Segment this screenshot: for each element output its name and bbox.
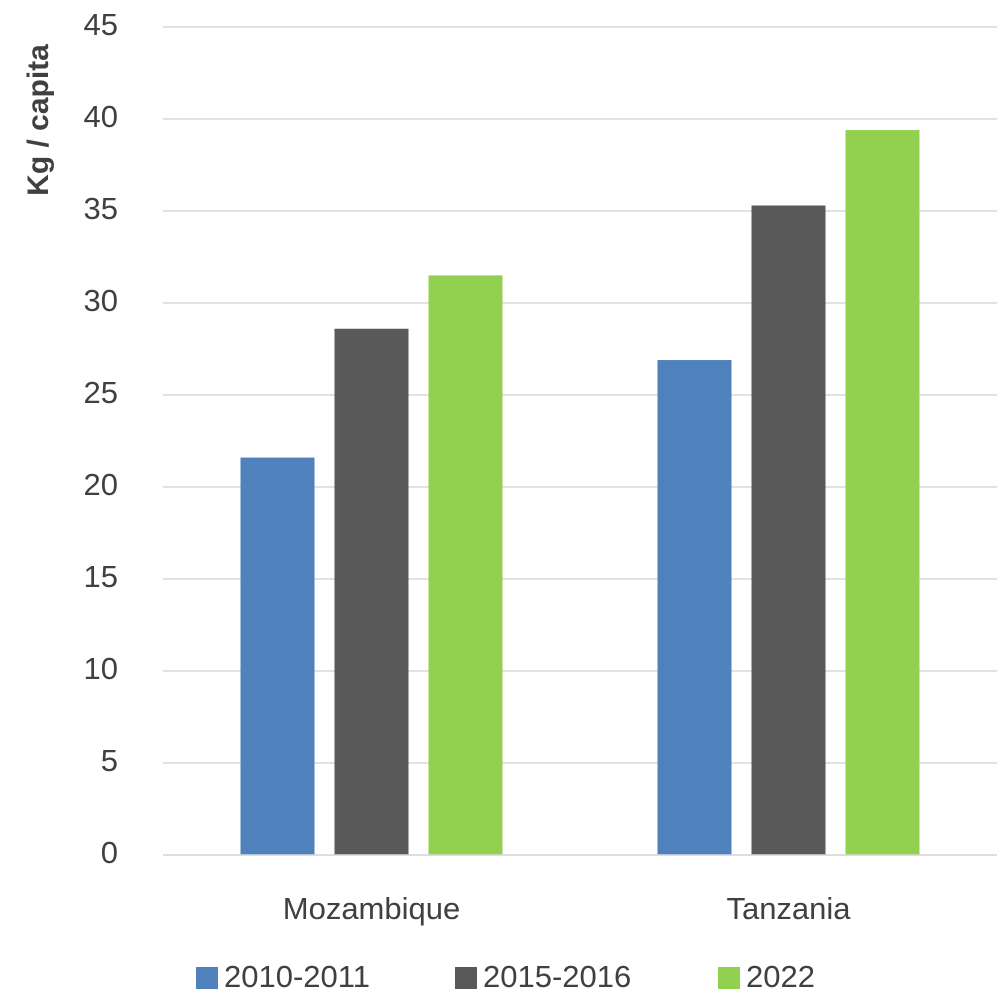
y-tick-label: 5 bbox=[101, 743, 118, 778]
y-tick-label: 35 bbox=[84, 191, 118, 226]
y-tick-label: 20 bbox=[84, 467, 118, 502]
y-tick-label: 45 bbox=[84, 7, 118, 42]
legend-label: 2015-2016 bbox=[483, 959, 631, 994]
y-tick-label: 0 bbox=[101, 835, 118, 870]
legend-swatch bbox=[455, 967, 477, 989]
legend-swatch bbox=[196, 967, 218, 989]
legend-swatch bbox=[718, 967, 740, 989]
y-tick-label: 15 bbox=[84, 559, 118, 594]
bar bbox=[657, 360, 732, 855]
bar bbox=[428, 275, 503, 855]
bar bbox=[240, 457, 315, 855]
y-tick-label: 40 bbox=[84, 99, 118, 134]
x-tick-label: Mozambique bbox=[283, 891, 460, 926]
bar bbox=[845, 130, 920, 856]
bar bbox=[334, 328, 409, 855]
y-tick-label: 25 bbox=[84, 375, 118, 410]
y-tick-label: 30 bbox=[84, 283, 118, 318]
y-axis-label: Kg / capita bbox=[22, 44, 55, 196]
bar bbox=[751, 205, 826, 856]
legend-label: 2010-2011 bbox=[224, 959, 370, 994]
x-tick-label: Tanzania bbox=[726, 891, 851, 926]
legend-label: 2022 bbox=[746, 959, 815, 994]
y-tick-label: 10 bbox=[84, 651, 118, 686]
